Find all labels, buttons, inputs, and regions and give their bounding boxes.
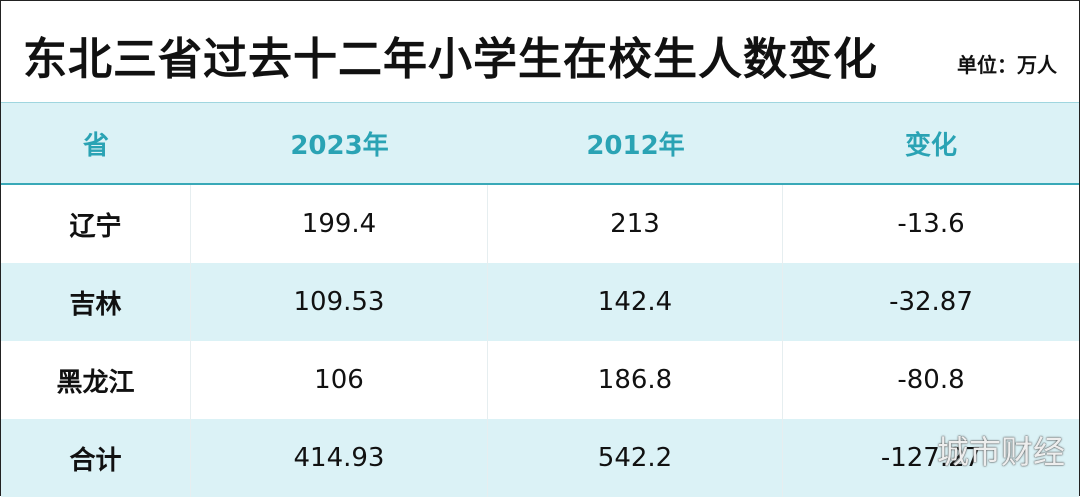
row-label: 吉林 <box>1 263 191 341</box>
row-label: 合计 <box>1 419 191 497</box>
watermark: 城市财经 <box>936 433 1065 471</box>
header-row: 省 2023年 2012年 变化 <box>1 102 1079 185</box>
table-cell: 414.93 <box>191 419 488 497</box>
table-cell: -80.8 <box>897 365 965 395</box>
row-label: 黑龙江 <box>1 341 191 419</box>
row-label: 辽宁 <box>1 185 191 263</box>
table-cell: 186.8 <box>488 341 783 419</box>
column-header: 2012年 <box>586 130 685 161</box>
table-cell: -13.6 <box>897 209 965 239</box>
table-cell: 199.4 <box>191 185 488 263</box>
table-cell: 109.53 <box>191 263 488 341</box>
column-header: 变化 <box>904 130 957 161</box>
table-cell: 142.4 <box>488 263 783 341</box>
column-header: 2023年 <box>290 130 389 161</box>
table-cell: 213 <box>488 185 783 263</box>
table-row: 黑龙江 106 186.8 -80.8 <box>1 341 1079 419</box>
column-header: 省 <box>82 130 109 161</box>
table: 省 2023年 2012年 变化辽宁 199.4 213 -13.6 吉林 109.53 142.… <box>1 102 1079 497</box>
title: 东北三省过去十二年小学生在校生人数变化 <box>23 34 878 85</box>
unit-label: 单位：万人 <box>957 53 1057 77</box>
table-row: 吉林 109.53 142.4 -32.87 <box>1 263 1079 341</box>
table-cell: -32.87 <box>889 287 973 317</box>
table-row: 辽宁 199.4 213 -13.6 <box>1 185 1079 263</box>
table-cell: 106 <box>191 341 488 419</box>
table-cell: -127.27 <box>880 443 982 473</box>
table-row: 合计 414.93 542.2 -127.27 <box>1 419 1079 497</box>
table-cell: 542.2 <box>488 419 783 497</box>
